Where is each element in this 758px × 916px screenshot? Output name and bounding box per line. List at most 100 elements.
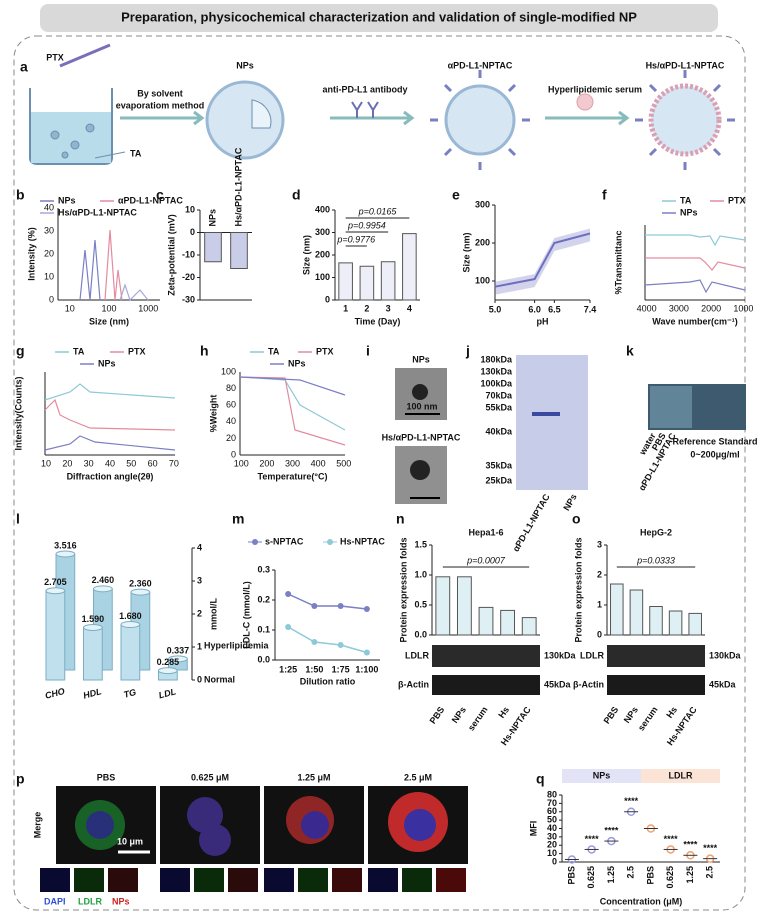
blot-label: 130kDa xyxy=(709,650,742,660)
y-tick-label: 0 xyxy=(49,294,54,304)
y-tick-label: 0 xyxy=(552,856,557,866)
legend-label: TA xyxy=(73,346,85,356)
x-tick-label: 70 xyxy=(169,458,179,468)
y-axis-label: %Transmittanc xyxy=(613,230,623,294)
y-tick-label: 50 xyxy=(547,815,557,825)
y-tick-label: 0 xyxy=(325,294,330,304)
bar xyxy=(338,262,353,301)
bar xyxy=(456,576,472,636)
x-tick-label: 3 xyxy=(386,303,391,313)
x-tick-label: Hs/αPD-L1-NPTAC xyxy=(233,147,243,226)
bar xyxy=(45,590,66,681)
y-axis-label: Intensity(Counts) xyxy=(13,377,23,451)
panel-letter: c xyxy=(156,187,164,203)
value-label: 1.680 xyxy=(119,611,142,621)
x-tick-label: 1 xyxy=(343,303,348,313)
scale-label: 10 μm xyxy=(117,836,143,846)
x-axis-label: Concentration (μM) xyxy=(600,896,683,906)
bar xyxy=(688,612,702,636)
curve xyxy=(239,376,346,446)
scheme-label: anti-PD-L1 antibody xyxy=(323,84,408,94)
marker-label: 25kDa xyxy=(485,475,513,485)
bar xyxy=(478,606,494,636)
bar xyxy=(649,606,663,636)
y-axis-label: Intensity (%) xyxy=(26,227,36,281)
x-tick-label: 40 xyxy=(105,458,115,468)
annotation: **** xyxy=(624,796,639,806)
panel-letter: o xyxy=(572,511,581,527)
y-axis-label: Protein expression folds xyxy=(573,537,583,642)
x-tick-label: 3000 xyxy=(669,303,689,313)
annotation: **** xyxy=(604,825,619,835)
x-tick-label: 1:100 xyxy=(355,664,378,674)
panel-letter: j xyxy=(465,343,470,359)
y-tick-label: 0 xyxy=(190,227,195,237)
x-tick-label: 20 xyxy=(62,458,72,468)
y-tick-label: 60 xyxy=(547,806,557,816)
legend-label: Hs/αPD-L1-NPTAC xyxy=(58,207,137,217)
legend-label: PTX xyxy=(728,195,746,205)
y-tick-label: 300 xyxy=(475,199,490,209)
y-tick-label: 1.5 xyxy=(414,539,427,549)
blot-label: β-Actin xyxy=(573,679,604,689)
x-tick-label: 500 xyxy=(336,458,351,468)
bar xyxy=(204,232,222,263)
curve xyxy=(79,239,101,301)
panel-letter: e xyxy=(452,187,460,203)
y-tick-label: 1 xyxy=(597,599,602,609)
annotation: **** xyxy=(664,834,679,844)
marker-label: 130kDa xyxy=(480,366,513,376)
x-tick-label: 400 xyxy=(311,458,326,468)
panel-letter: q xyxy=(536,771,545,787)
x-tick-label: 2 xyxy=(364,303,369,313)
x-tick-label: 1.25 xyxy=(685,866,695,884)
marker-label: 40kDa xyxy=(485,426,513,436)
figure-title: Preparation, physicochemical characteriz… xyxy=(121,9,637,24)
point xyxy=(285,624,292,630)
legend-label: s-NPTAC xyxy=(265,536,304,546)
y-tick-label: 0 xyxy=(197,674,202,684)
y-tick-label: 0.1 xyxy=(257,624,270,634)
x-tick-label: 1.25 xyxy=(606,866,616,884)
y-tick-label: 4 xyxy=(197,542,202,552)
y-tick-label: -20 xyxy=(182,272,195,282)
y-axis-label: MFI xyxy=(528,821,538,837)
legend-label: αPD-L1-NPTAC xyxy=(118,195,183,205)
bar xyxy=(120,624,141,681)
panel-letter: d xyxy=(292,187,301,203)
y-tick-label: 20 xyxy=(226,433,236,443)
bar xyxy=(380,261,396,301)
scale-label: 100 nm xyxy=(406,401,437,411)
annotation: **** xyxy=(683,840,698,850)
y-tick-label: 300 xyxy=(315,227,330,237)
column-label: PBS xyxy=(97,772,116,782)
x-axis-label: Temperature(°C) xyxy=(258,471,328,481)
y-tick-label: 200 xyxy=(315,249,330,259)
y-axis-label: Size (nm) xyxy=(301,235,311,275)
y-tick-label: 10 xyxy=(547,848,557,858)
chart-title: HepG-2 xyxy=(640,527,672,537)
x-tick-label: 6.0 xyxy=(528,304,541,314)
x-axis-label: Diffraction angle(2θ) xyxy=(67,471,154,481)
x-tick-label: 2.5 xyxy=(626,866,636,879)
point xyxy=(363,606,370,612)
title-bar xyxy=(40,4,718,32)
y-axis-label: LDL-C (mmol/L) xyxy=(241,581,251,649)
curve xyxy=(104,229,123,301)
y-tick-label: 20 xyxy=(547,840,557,850)
y-tick-label: 0.5 xyxy=(414,599,427,609)
panel-letter: n xyxy=(396,511,405,527)
y-tick-label: 30 xyxy=(547,831,557,841)
curve xyxy=(239,376,346,396)
point xyxy=(311,603,318,609)
x-tick-label: serum xyxy=(466,705,490,733)
panel-letter: i xyxy=(366,343,370,359)
blot xyxy=(607,645,705,667)
bar xyxy=(610,583,624,636)
y-tick-label: 1 xyxy=(197,641,202,651)
x-tick-label: 100 xyxy=(234,458,249,468)
channel-label: NPs xyxy=(112,896,130,906)
image-label: Hs/αPD-L1-NPTAC xyxy=(382,432,461,442)
marker-label: 55kDa xyxy=(485,402,513,412)
